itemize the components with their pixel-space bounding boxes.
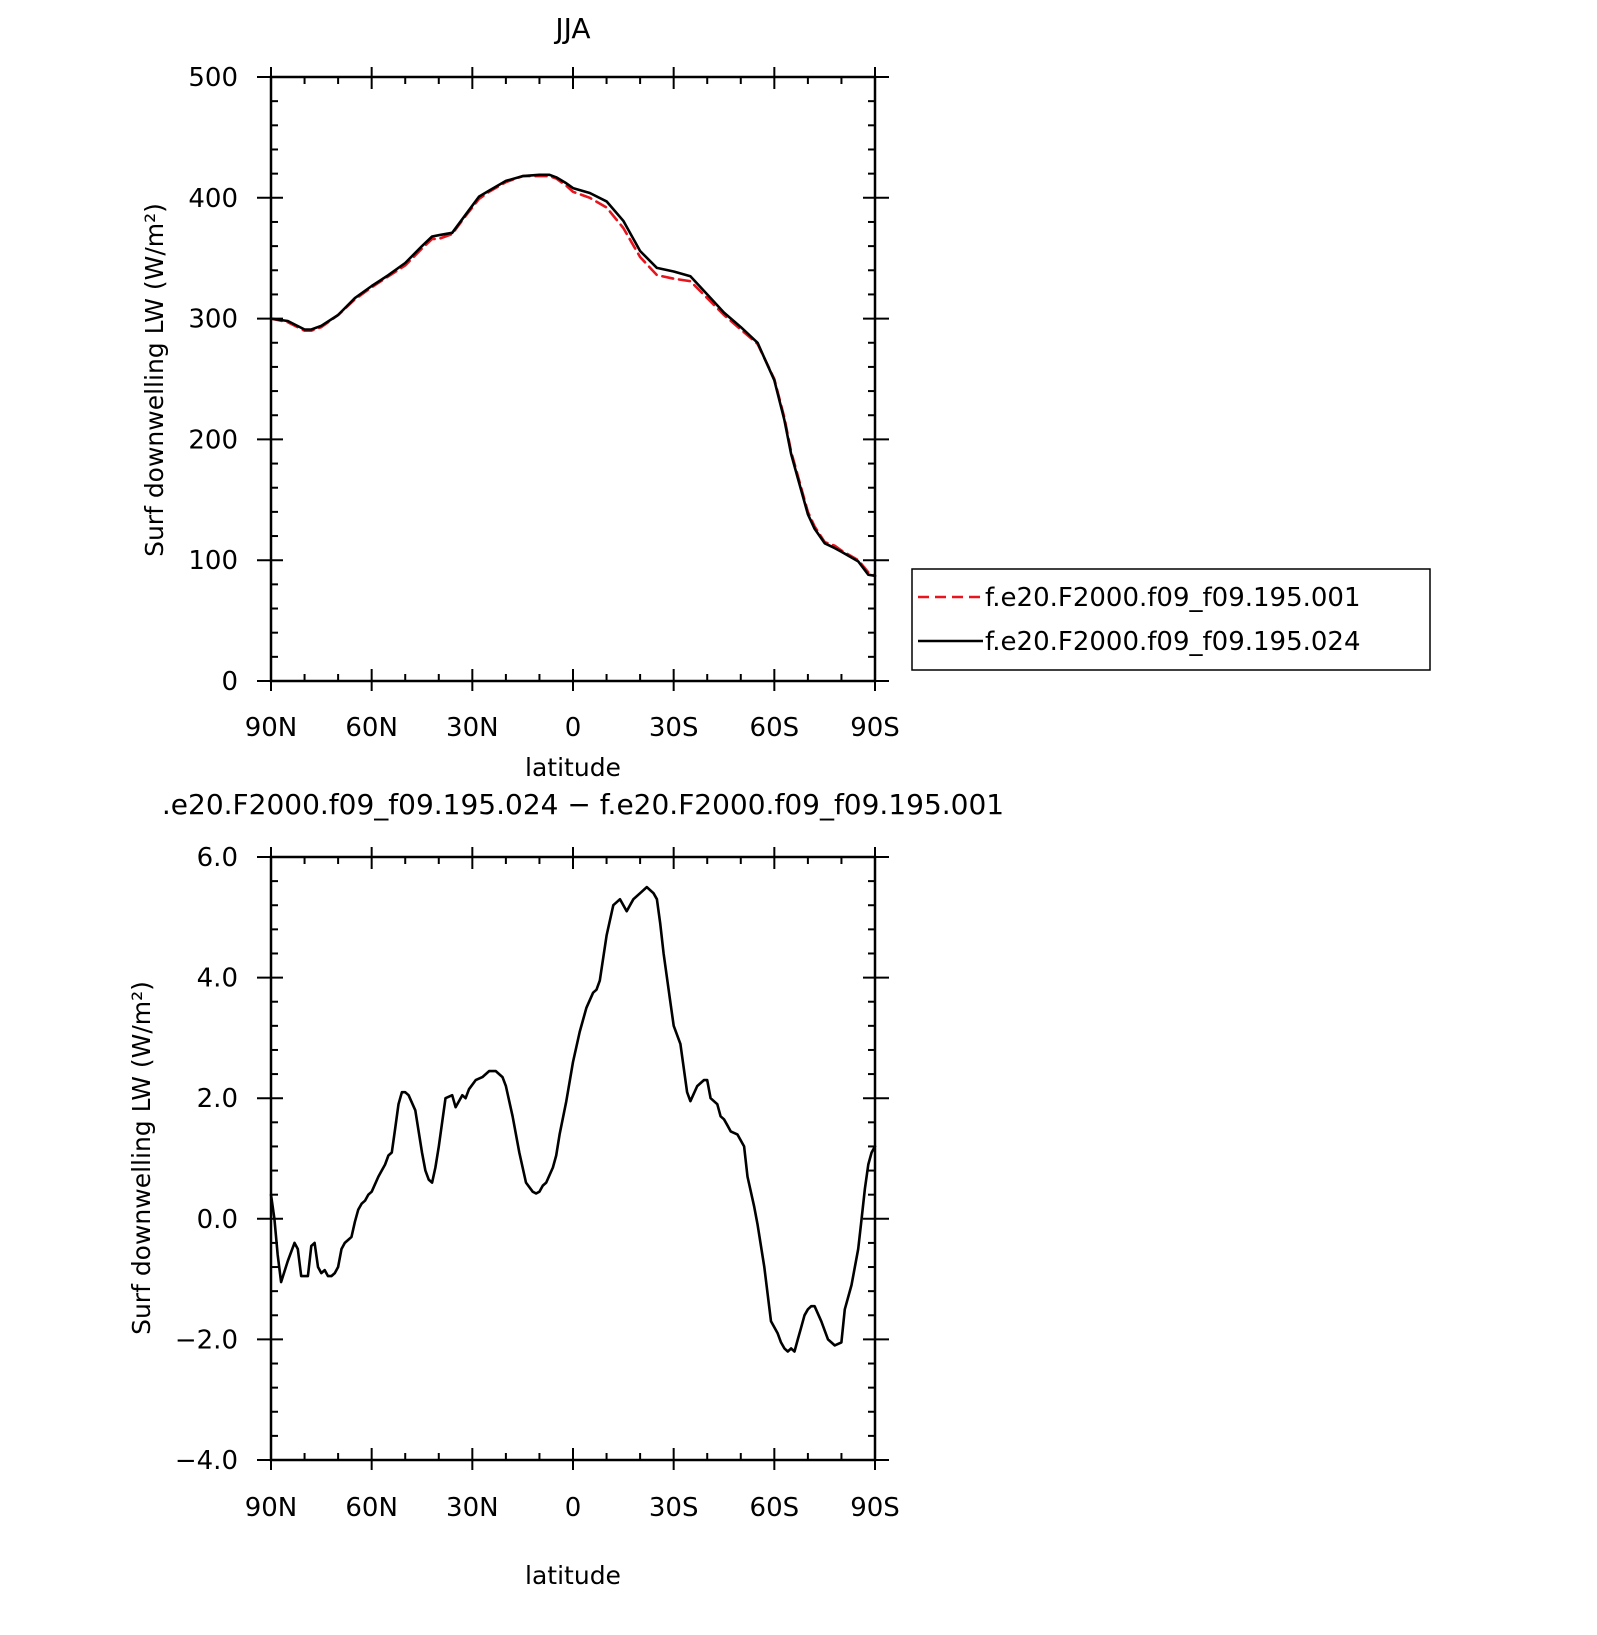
top-y-tick-label: 500 <box>188 63 238 93</box>
legend-entry-024: f.e20.F2000.f09_f09.195.024 <box>985 627 1361 657</box>
top-series-line-dashed-0 <box>269 174 877 578</box>
bottom-y-tick-labels: −4.0 −2.0 0.0 2.0 4.0 6.0 <box>175 843 238 1476</box>
top-x-axis-label: latitude <box>525 753 621 782</box>
bottom-x-tick-label: 0 <box>565 1493 582 1523</box>
bottom-y-tick-label: 0.0 <box>197 1205 238 1235</box>
bottom-series-group <box>269 885 877 1353</box>
bottom-chart-title: .e20.F2000.f09_f09.195.024 − f.e20.F2000… <box>162 788 1004 821</box>
legend-box <box>911 568 1431 671</box>
bottom-plot-frame <box>269 855 877 1462</box>
top-y-tick-label: 300 <box>188 305 238 335</box>
bottom-x-tick-labels: 90N 60N 30N 0 30S 60S 90S <box>245 1493 900 1523</box>
bottom-x-tick-label: 30N <box>446 1493 499 1523</box>
top-x-tick-labels: 90N 60N 30N 0 30S 60S 90S <box>245 713 900 743</box>
bottom-y-axis-label: Surf downwelling LW (W/m²) <box>127 981 156 1335</box>
top-y-axis-label: Surf downwelling LW (W/m²) <box>140 203 169 557</box>
bottom-panel: .e20.F2000.f09_f09.195.024 − f.e20.F2000… <box>127 788 1004 1590</box>
legend: f.e20.F2000.f09_f09.195.001 f.e20.F2000.… <box>911 568 1431 671</box>
top-y-tick-labels: 0 100 200 300 400 500 <box>188 63 238 697</box>
bottom-y-tick-label: 6.0 <box>197 843 238 873</box>
top-chart-title: JJA <box>553 12 590 45</box>
top-panel: JJA 90N 60N 30N 0 30S 60S 90S 0 100 200 300 400 500… <box>140 12 900 782</box>
bottom-y-tick-label: 2.0 <box>197 1084 238 1114</box>
bottom-y-tick-label: −4.0 <box>175 1446 238 1476</box>
top-series-line-solid-1 <box>269 173 877 578</box>
top-y-tick-label: 400 <box>188 184 238 214</box>
top-x-tick-label: 90S <box>850 713 900 743</box>
top-y-tick-label: 0 <box>221 667 238 697</box>
bottom-x-axis-label: latitude <box>525 1561 621 1590</box>
bottom-series-line-solid-0 <box>269 885 877 1353</box>
top-plot-frame <box>269 75 877 683</box>
bottom-x-tick-label: 90N <box>245 1493 298 1523</box>
top-y-tick-label: 100 <box>188 546 238 576</box>
top-x-tick-label: 60N <box>345 713 398 743</box>
bottom-x-tick-label: 90S <box>850 1493 900 1523</box>
bottom-y-tick-label: 4.0 <box>197 964 238 994</box>
top-x-tick-label: 0 <box>565 713 582 743</box>
bottom-y-tick-label: −2.0 <box>175 1325 238 1355</box>
top-x-tick-label: 90N <box>245 713 298 743</box>
top-y-tick-label: 200 <box>188 425 238 455</box>
top-x-tick-label: 30S <box>649 713 699 743</box>
bottom-x-tick-label: 30S <box>649 1493 699 1523</box>
top-series-group <box>269 173 877 578</box>
top-x-tick-label: 30N <box>446 713 499 743</box>
legend-entry-001: f.e20.F2000.f09_f09.195.001 <box>985 583 1361 613</box>
top-ticks-group <box>257 67 889 691</box>
bottom-x-tick-label: 60N <box>345 1493 398 1523</box>
top-x-tick-label: 60S <box>750 713 800 743</box>
bottom-x-tick-label: 60S <box>750 1493 800 1523</box>
bottom-ticks-group <box>257 847 889 1470</box>
